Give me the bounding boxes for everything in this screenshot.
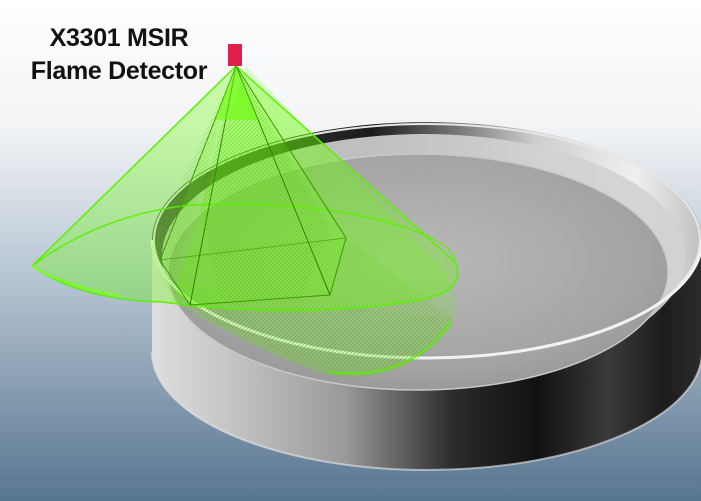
detector-marker-icon (228, 44, 242, 66)
detector-label-line1: X3301 MSIR (49, 24, 189, 52)
detector-label: X3301 MSIR Flame Detector (14, 22, 224, 88)
field-of-view-cone (30, 64, 459, 379)
detector-label-line2: Flame Detector (30, 57, 208, 85)
tank-outer-wall (152, 240, 701, 470)
